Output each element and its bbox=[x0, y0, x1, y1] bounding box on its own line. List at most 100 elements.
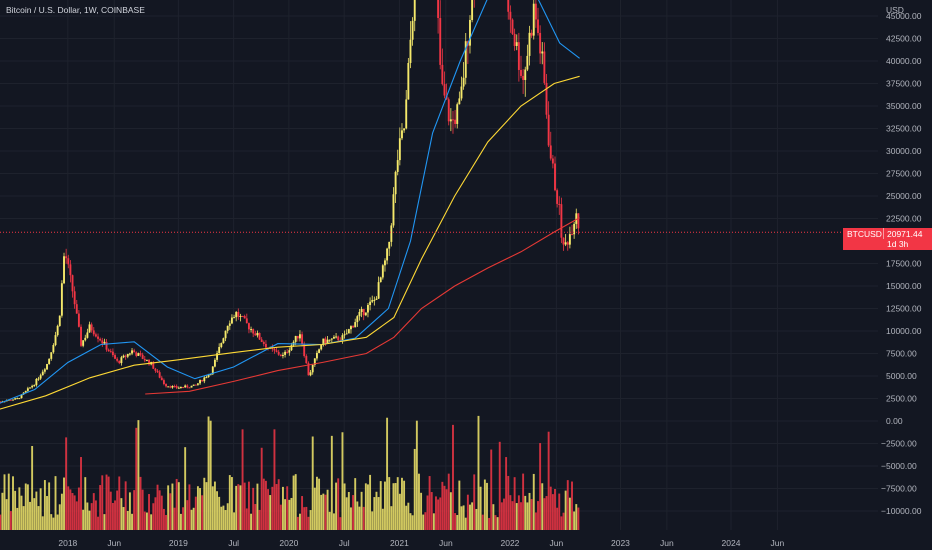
candle-body bbox=[224, 330, 227, 339]
candle-body bbox=[379, 277, 382, 283]
volume-bar bbox=[324, 494, 327, 530]
candle-body bbox=[290, 345, 293, 351]
volume-bar bbox=[458, 480, 461, 530]
volume-bar bbox=[284, 499, 287, 530]
volume-bar bbox=[60, 493, 63, 530]
candle-body bbox=[133, 350, 136, 353]
volume-bar bbox=[120, 498, 123, 530]
volume-bar bbox=[496, 517, 499, 530]
volume-bar bbox=[426, 495, 429, 530]
candle-body bbox=[131, 350, 133, 354]
candle-body bbox=[296, 335, 299, 339]
volume-bar bbox=[513, 477, 516, 530]
volume-bar bbox=[545, 496, 548, 530]
volume-bar bbox=[452, 424, 454, 530]
candle-body bbox=[177, 387, 180, 389]
candle-body bbox=[520, 69, 522, 76]
time-tick-label: 2018 bbox=[58, 538, 77, 548]
volume-bar bbox=[256, 483, 259, 530]
volume-bar bbox=[422, 514, 425, 530]
volume-bar bbox=[473, 474, 476, 530]
candle-body bbox=[0, 401, 2, 403]
volume-bar bbox=[148, 494, 150, 530]
volume-bar bbox=[401, 477, 403, 530]
volume-bar bbox=[511, 501, 514, 530]
candle-body bbox=[241, 315, 244, 317]
candle-body bbox=[71, 275, 74, 292]
candle-body bbox=[392, 194, 395, 226]
time-tick-label: Jun bbox=[771, 538, 785, 548]
candle-body bbox=[58, 315, 61, 326]
volume-bar bbox=[267, 489, 270, 530]
candle-body bbox=[196, 383, 199, 385]
volume-bar bbox=[167, 485, 170, 530]
candle-body bbox=[247, 323, 250, 330]
time-tick-label: Jun bbox=[439, 538, 453, 548]
volume-bar bbox=[233, 512, 236, 530]
candle-body bbox=[16, 398, 19, 400]
volume-bar bbox=[165, 514, 167, 530]
candle-body bbox=[126, 353, 129, 357]
volume-bar bbox=[303, 507, 306, 530]
candle-body bbox=[26, 388, 29, 391]
volume-bar bbox=[37, 506, 40, 530]
volume-bar bbox=[430, 492, 433, 530]
candle-body bbox=[545, 82, 548, 115]
candle-body bbox=[145, 359, 148, 361]
volume-bar bbox=[456, 515, 459, 530]
volume-bar bbox=[122, 507, 125, 530]
volume-bar bbox=[133, 490, 136, 530]
candle-body bbox=[173, 386, 176, 388]
moving-averages bbox=[0, 0, 580, 410]
price-tick-label: 25000.00 bbox=[886, 191, 922, 201]
volume-bar bbox=[505, 457, 508, 530]
candle-body bbox=[509, 11, 512, 20]
volume-bar bbox=[369, 474, 372, 530]
volume-bar bbox=[466, 494, 469, 530]
candle-body bbox=[29, 387, 31, 389]
candle-body bbox=[549, 145, 552, 159]
price-tick-label: 27500.00 bbox=[886, 169, 922, 179]
candle-body bbox=[184, 385, 187, 388]
volume-bar bbox=[490, 449, 493, 530]
candle-body bbox=[298, 334, 301, 339]
candle-body bbox=[411, 20, 414, 40]
volume-bar bbox=[537, 501, 539, 530]
volume-bar bbox=[318, 478, 321, 530]
volume-bar bbox=[386, 417, 389, 530]
volume-bar bbox=[517, 495, 520, 530]
candle-body bbox=[303, 344, 306, 357]
candle-body bbox=[160, 377, 163, 381]
candle-body bbox=[405, 99, 408, 129]
volume-bar bbox=[56, 514, 59, 530]
volume-bar bbox=[292, 475, 295, 530]
volume-bar bbox=[354, 478, 357, 530]
volume-bar bbox=[160, 495, 163, 530]
candle-body bbox=[99, 338, 102, 341]
volume-bar bbox=[31, 445, 34, 530]
candle-body bbox=[228, 323, 231, 326]
candle-body bbox=[541, 51, 544, 54]
volume-bar bbox=[92, 493, 95, 530]
candle-body bbox=[328, 339, 331, 341]
volume-bar bbox=[554, 488, 556, 530]
volume-bar bbox=[541, 483, 544, 530]
candle-body bbox=[67, 258, 70, 265]
candle-body bbox=[515, 42, 518, 46]
volume-bar bbox=[432, 513, 435, 530]
volume-bar bbox=[205, 482, 208, 530]
candle-body bbox=[120, 357, 123, 364]
volume-bar bbox=[439, 497, 442, 530]
volume-bar bbox=[48, 482, 51, 530]
volume-bar bbox=[549, 486, 552, 530]
volume-bar bbox=[281, 486, 284, 530]
volume-bar bbox=[207, 416, 210, 530]
volume-bar bbox=[29, 501, 31, 530]
candle-body bbox=[18, 398, 21, 400]
candle-body bbox=[137, 353, 140, 356]
last-price-tag[interactable]: BTCUSD 20971.44 1d 3h bbox=[843, 228, 932, 250]
volume-bar bbox=[316, 476, 318, 530]
time-tick-label: Jun bbox=[660, 538, 674, 548]
volume-bar bbox=[479, 486, 482, 530]
